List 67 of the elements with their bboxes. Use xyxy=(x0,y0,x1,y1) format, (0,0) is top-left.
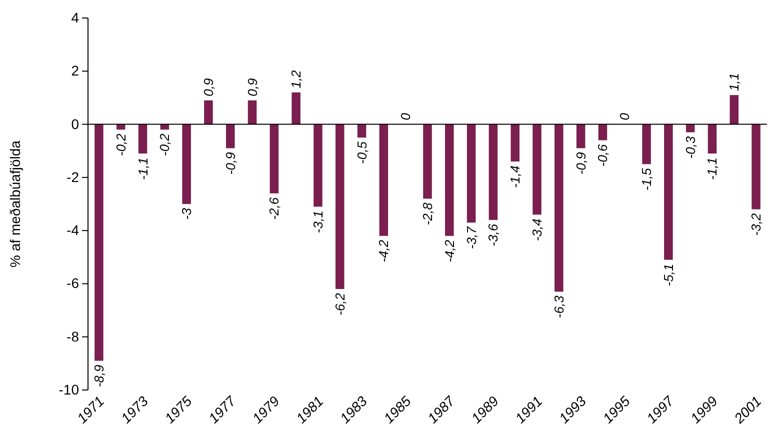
data-label: -8,9 xyxy=(91,364,106,388)
bar xyxy=(488,124,498,220)
data-label: -0,3 xyxy=(682,135,698,159)
data-label: 1,2 xyxy=(288,70,304,88)
data-label: -2,8 xyxy=(420,202,435,226)
y-tick-label: 4 xyxy=(71,9,80,26)
data-label: -4,2 xyxy=(376,239,392,262)
bar xyxy=(576,124,586,148)
bar xyxy=(336,124,344,290)
data-label: -0,9 xyxy=(573,152,588,175)
y-tick-label: -6 xyxy=(66,275,80,292)
y-tick-label: -4 xyxy=(66,222,80,238)
bar xyxy=(664,124,673,260)
data-label: -3,1 xyxy=(310,210,326,234)
bar xyxy=(598,124,608,140)
bar xyxy=(510,124,520,162)
data-label: -0,2 xyxy=(113,132,128,156)
bar xyxy=(686,124,695,132)
data-label: -3 xyxy=(179,207,194,220)
data-label: -5,1 xyxy=(660,264,676,286)
data-label: -1,1 xyxy=(135,158,150,180)
bar xyxy=(752,124,760,210)
bar xyxy=(445,124,454,236)
data-label: -4,2 xyxy=(442,239,457,262)
data-label: 0 xyxy=(398,112,414,120)
data-label: -1,5 xyxy=(639,167,654,191)
data-label: -1,1 xyxy=(704,158,720,180)
y-tick-label: -2 xyxy=(66,168,80,185)
data-label: -0,6 xyxy=(595,143,610,167)
y-tick-label: -8 xyxy=(66,328,80,344)
bar xyxy=(554,124,564,292)
bar xyxy=(292,92,300,124)
data-label: -6,2 xyxy=(332,292,348,316)
bar xyxy=(708,124,717,154)
bar xyxy=(532,124,542,215)
bar xyxy=(94,124,104,361)
bar xyxy=(226,124,235,148)
data-label: 1,1 xyxy=(726,72,742,92)
bar xyxy=(357,124,366,138)
data-label: -2,6 xyxy=(266,196,282,220)
data-label: -1,4 xyxy=(508,165,523,188)
y-axis-title: % af meðalbúafjölda xyxy=(7,140,23,268)
data-label: -3,7 xyxy=(464,226,479,250)
bar xyxy=(423,124,432,199)
bar xyxy=(379,124,388,236)
bar xyxy=(182,124,191,204)
data-label: -0,2 xyxy=(157,132,172,156)
bar xyxy=(730,95,739,124)
bar xyxy=(270,124,279,194)
y-tick-label: -10 xyxy=(58,381,80,398)
y-tick-label: 0 xyxy=(71,116,80,132)
data-label: -6,3 xyxy=(551,294,566,318)
bar xyxy=(248,100,257,124)
data-label: -3,6 xyxy=(486,223,501,246)
data-label: -0,5 xyxy=(354,140,370,164)
data-label: 0,9 xyxy=(200,78,216,96)
bar xyxy=(204,100,213,124)
data-label: 0,9 xyxy=(244,78,260,96)
bar xyxy=(642,124,651,164)
data-label: 0 xyxy=(617,112,632,120)
bar xyxy=(314,124,322,207)
bar xyxy=(466,124,476,223)
bar xyxy=(138,124,148,154)
y-tick-label: 2 xyxy=(71,62,80,79)
data-label: -0,9 xyxy=(222,152,238,175)
data-label: -3,2 xyxy=(748,212,764,236)
data-label: -3,4 xyxy=(530,218,545,242)
